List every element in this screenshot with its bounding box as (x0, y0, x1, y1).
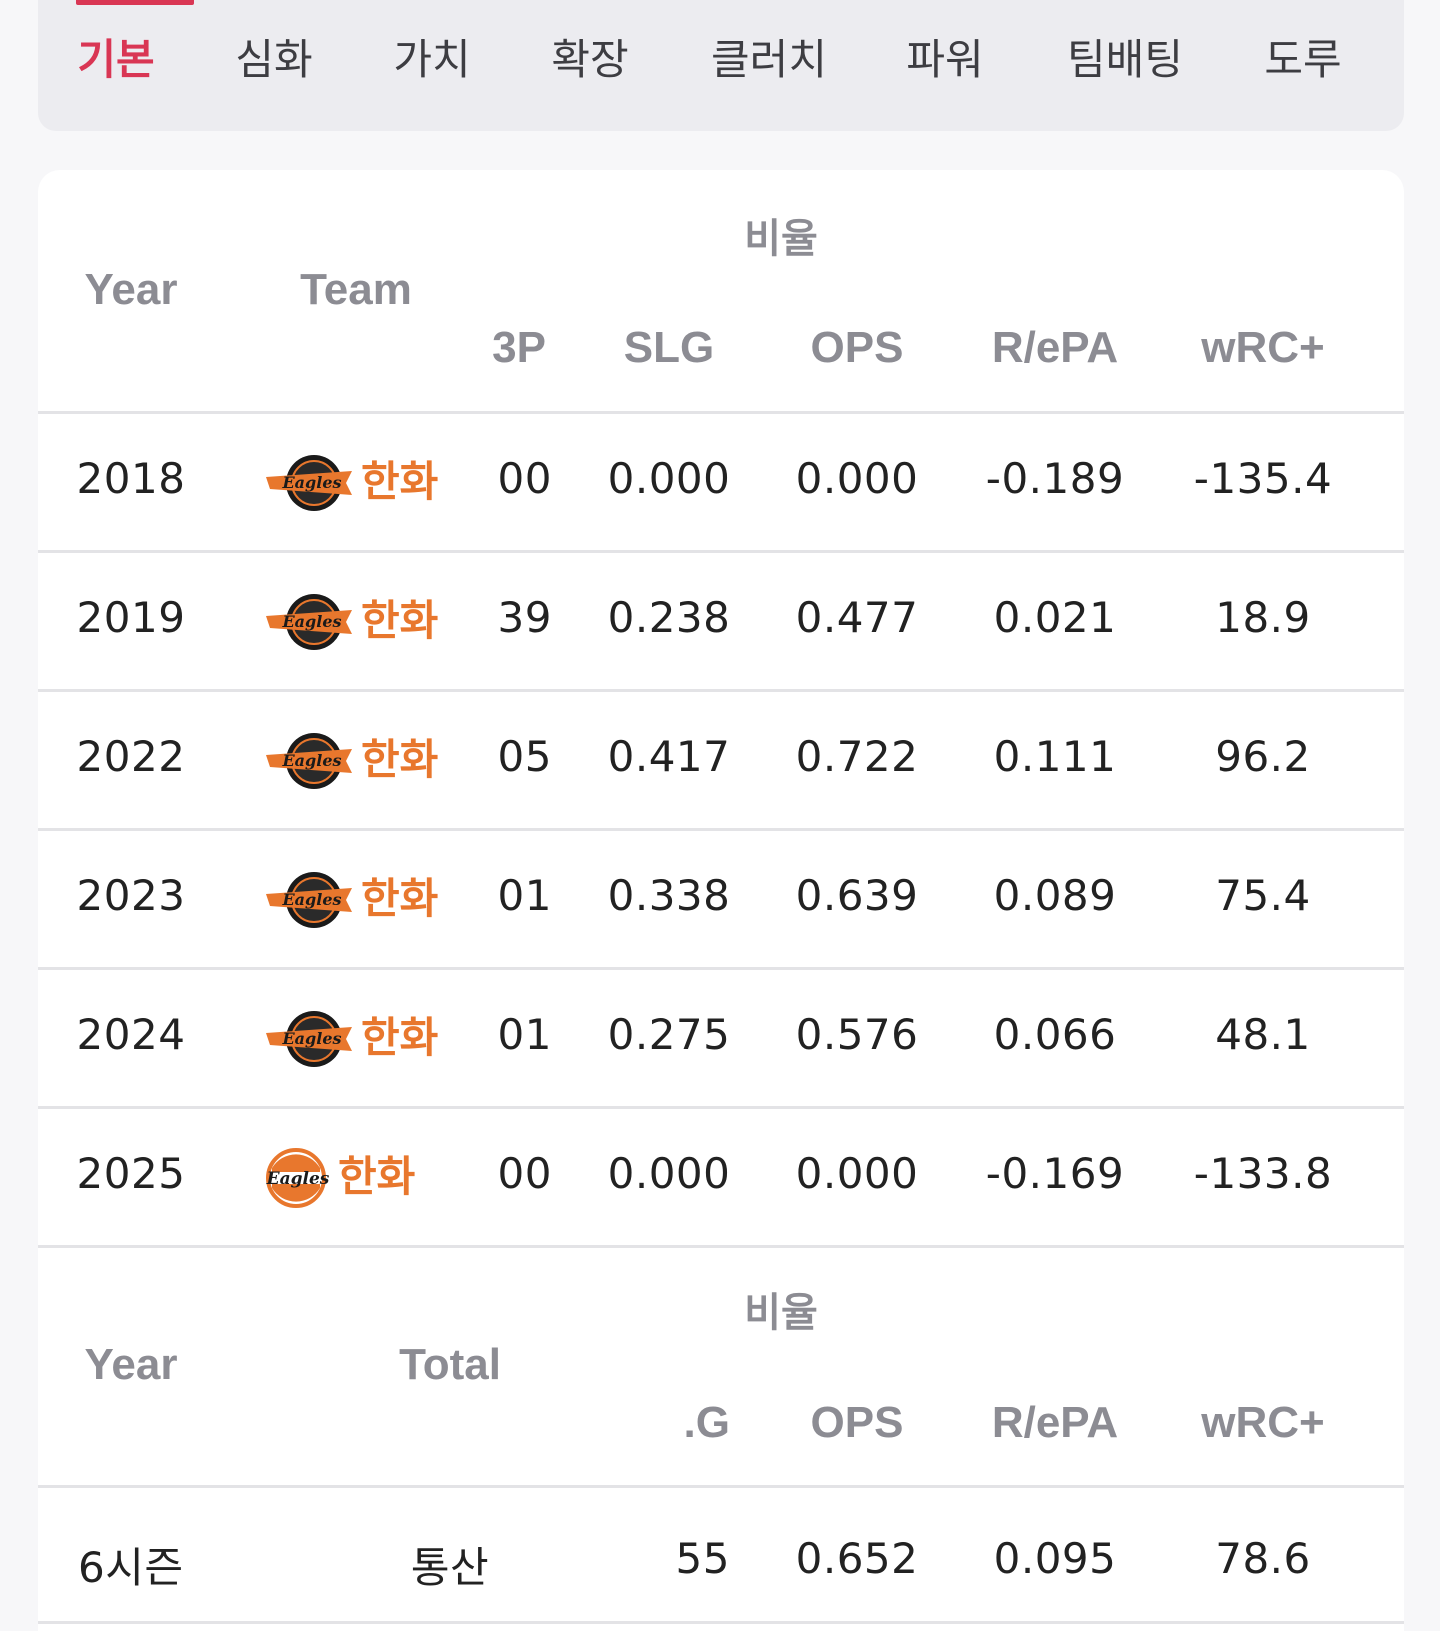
svg-text:Eagles: Eagles (281, 890, 341, 909)
eagles-classic-logo-icon: Eagles (262, 451, 358, 519)
obp-cell: 00 (497, 1149, 552, 1198)
stats-card: 비율 Year Team 3P SLG OPS R/ePA wRC+ 2018 … (38, 170, 1404, 1631)
row-divider (38, 828, 1404, 831)
tab-extended[interactable]: 확장 (551, 35, 629, 84)
repa-column-header[interactable]: R/ePA (991, 323, 1119, 372)
year-cell: 2019 (76, 593, 186, 642)
row-divider (38, 1106, 1404, 1109)
wrc-plus-cell: 48.1 (1215, 1010, 1311, 1059)
tab-stolen-base[interactable]: 도루 (1264, 35, 1342, 84)
eagles-classic-logo-icon: Eagles (262, 868, 358, 936)
row-divider (38, 689, 1404, 692)
tab-basic[interactable]: 기본 (77, 35, 155, 84)
team-name[interactable]: 한화 (361, 457, 439, 506)
slg-cell: 0.275 (607, 1010, 731, 1059)
total-label-cell: 통산 (410, 1543, 490, 1592)
svg-text:Eagles: Eagles (281, 751, 341, 770)
obp-cell: 01 (497, 1010, 552, 1059)
repa-cell: -0.169 (985, 1149, 1125, 1198)
ops-column-header[interactable]: OPS (810, 323, 904, 372)
year-cell: 2025 (76, 1149, 186, 1198)
tab-clutch[interactable]: 클러치 (711, 35, 827, 84)
slg-cell: 0.417 (607, 732, 731, 781)
active-tab-indicator (76, 0, 194, 5)
slg-cell: 0.000 (607, 454, 731, 503)
row-divider (38, 1245, 1404, 1248)
header-divider (38, 411, 1404, 414)
team-name[interactable]: 한화 (361, 735, 439, 784)
ops-cell: 0.639 (795, 871, 919, 920)
ratio-group-header: 비율 (744, 217, 818, 261)
total-repa-cell: 0.095 (993, 1534, 1117, 1583)
obp-cell: 00 (497, 454, 552, 503)
team-name[interactable]: 한화 (361, 874, 439, 923)
ops-cell: 0.000 (795, 1149, 919, 1198)
team-name[interactable]: 한화 (361, 596, 439, 645)
wrc-plus-cell: -133.8 (1193, 1149, 1333, 1198)
eagles-classic-logo-icon: Eagles (262, 729, 358, 797)
svg-text:Eagles: Eagles (266, 1169, 330, 1189)
obp-cell: 39 (497, 593, 552, 642)
wrc-plus-cell: 96.2 (1215, 732, 1311, 781)
year-cell: 2022 (76, 732, 186, 781)
total-column-header[interactable]: Total (399, 1340, 501, 1389)
obp-cell: 01 (497, 871, 552, 920)
repa-cell: 0.111 (993, 732, 1117, 781)
ops-cell: 0.477 (795, 593, 919, 642)
slg-cell: 0.000 (607, 1149, 731, 1198)
tab-advanced[interactable]: 심화 (235, 35, 313, 84)
total-wrc-plus-cell: 78.6 (1215, 1534, 1311, 1583)
total-year-column-header[interactable]: Year (84, 1340, 178, 1389)
ops-cell: 0.576 (795, 1010, 919, 1059)
total-seasons-cell: 6시즌 (78, 1543, 184, 1592)
total-wrc-plus-column-header[interactable]: wRC+ (1201, 1398, 1325, 1447)
total-row-divider (38, 1621, 1404, 1624)
eagles-classic-logo-icon: Eagles (262, 1007, 358, 1075)
ops-cell: 0.722 (795, 732, 919, 781)
svg-text:Eagles: Eagles (281, 473, 341, 492)
wrc-plus-cell: 75.4 (1215, 871, 1311, 920)
svg-text:Eagles: Eagles (281, 612, 341, 631)
team-column-header[interactable]: Team (300, 265, 412, 314)
year-column-header[interactable]: Year (84, 265, 178, 314)
total-ops-column-header[interactable]: OPS (810, 1398, 904, 1447)
ratio-group-header-total: 비율 (744, 1291, 818, 1335)
total-slg-cell: 55 (675, 1534, 730, 1583)
total-header-divider (38, 1485, 1404, 1488)
obp-column-header[interactable]: 3P (492, 323, 546, 372)
year-cell: 2024 (76, 1010, 186, 1059)
eagles-classic-logo-icon: Eagles (262, 590, 358, 658)
repa-cell: 0.066 (993, 1010, 1117, 1059)
wrc-plus-cell: 18.9 (1215, 593, 1311, 642)
total-repa-column-header[interactable]: R/ePA (991, 1398, 1119, 1447)
tab-value[interactable]: 가치 (393, 35, 471, 84)
ops-cell: 0.000 (795, 454, 919, 503)
eagles-new-logo-icon: Eagles (262, 1146, 334, 1214)
repa-cell: -0.189 (985, 454, 1125, 503)
obp-cell: 05 (497, 732, 552, 781)
repa-cell: 0.021 (993, 593, 1117, 642)
total-slg-column-header[interactable]: .G (683, 1398, 730, 1447)
repa-cell: 0.089 (993, 871, 1117, 920)
wrc-plus-column-header[interactable]: wRC+ (1201, 323, 1325, 372)
tab-power[interactable]: 파워 (906, 35, 984, 84)
slg-cell: 0.338 (607, 871, 731, 920)
year-cell: 2018 (76, 454, 186, 503)
wrc-plus-cell: -135.4 (1193, 454, 1333, 503)
year-cell: 2023 (76, 871, 186, 920)
slg-column-header[interactable]: SLG (623, 323, 715, 372)
team-name[interactable]: 한화 (361, 1013, 439, 1062)
slg-cell: 0.238 (607, 593, 731, 642)
team-name[interactable]: 한화 (338, 1152, 416, 1201)
row-divider (38, 550, 1404, 553)
row-divider (38, 967, 1404, 970)
stat-category-tabs: 기본 심화 가치 확장 클러치 파워 팀배팅 도루 (38, 0, 1404, 131)
tab-team-batting[interactable]: 팀배팅 (1067, 35, 1183, 84)
svg-text:Eagles: Eagles (281, 1029, 341, 1048)
total-ops-cell: 0.652 (795, 1534, 919, 1583)
